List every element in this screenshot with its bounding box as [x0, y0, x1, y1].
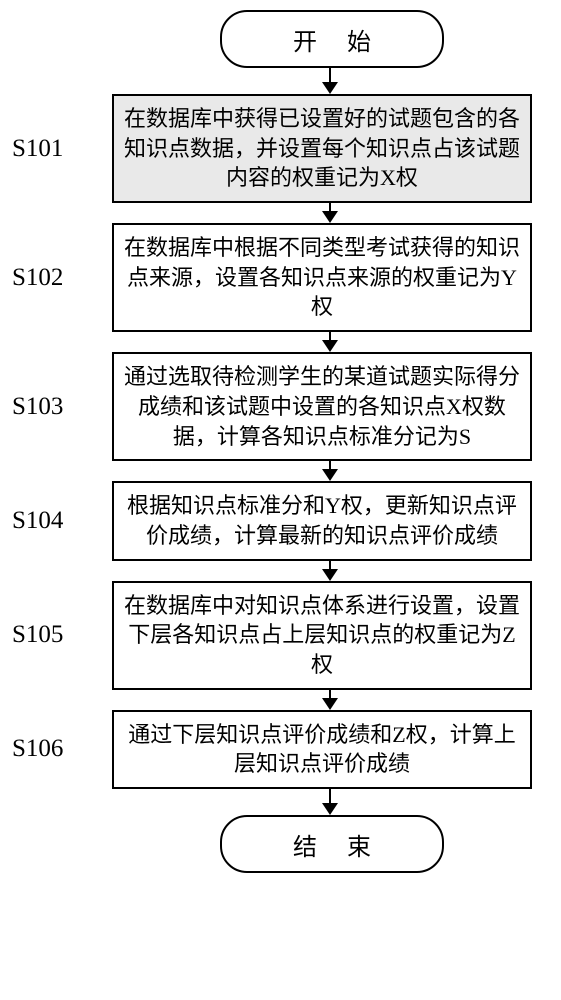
- step-row: S101 在数据库中获得已设置好的试题包含的各知识点数据，并设置每个知识点占该试…: [0, 94, 561, 203]
- step-box-s104: 根据知识点标准分和Y权，更新知识点评价成绩，计算最新的知识点评价成绩: [112, 481, 532, 560]
- flowchart-canvas: 开 始 S101 在数据库中获得已设置好的试题包含的各知识点数据，并设置每个知识…: [0, 0, 561, 1000]
- arrow-connector: [318, 332, 342, 352]
- terminator-start-label: 开 始: [281, 22, 383, 57]
- step-box-s106: 通过下层知识点评价成绩和Z权，计算上层知识点评价成绩: [112, 710, 532, 789]
- arrow-connector: [318, 461, 342, 481]
- step-row: S106 通过下层知识点评价成绩和Z权，计算上层知识点评价成绩: [0, 710, 561, 789]
- terminator-end-label: 结 束: [281, 827, 383, 862]
- arrow-connector: [318, 690, 342, 710]
- terminator-start: 开 始: [220, 10, 444, 68]
- step-id-s105: S105: [0, 621, 112, 649]
- step-id-s106: S106: [0, 735, 112, 763]
- terminator-end: 结 束: [220, 815, 444, 873]
- step-box-s102: 在数据库中根据不同类型考试获得的知识点来源，设置各知识点来源的权重记为Y权: [112, 223, 532, 332]
- step-id-s104: S104: [0, 507, 112, 535]
- arrow-connector: [318, 68, 342, 94]
- step-id-s103: S103: [0, 393, 112, 421]
- step-row: S104 根据知识点标准分和Y权，更新知识点评价成绩，计算最新的知识点评价成绩: [0, 481, 561, 560]
- arrow-connector: [318, 561, 342, 581]
- step-row: S105 在数据库中对知识点体系进行设置，设置下层各知识点占上层知识点的权重记为…: [0, 581, 561, 690]
- step-box-s105: 在数据库中对知识点体系进行设置，设置下层各知识点占上层知识点的权重记为Z权: [112, 581, 532, 690]
- arrow-connector: [318, 789, 342, 815]
- step-box-s103: 通过选取待检测学生的某道试题实际得分成绩和该试题中设置的各知识点X权数据，计算各…: [112, 352, 532, 461]
- step-box-s101: 在数据库中获得已设置好的试题包含的各知识点数据，并设置每个知识点占该试题内容的权…: [112, 94, 532, 203]
- step-row: S102 在数据库中根据不同类型考试获得的知识点来源，设置各知识点来源的权重记为…: [0, 223, 561, 332]
- step-id-s102: S102: [0, 264, 112, 292]
- arrow-connector: [318, 203, 342, 223]
- step-row: S103 通过选取待检测学生的某道试题实际得分成绩和该试题中设置的各知识点X权数…: [0, 352, 561, 461]
- step-id-s101: S101: [0, 135, 112, 163]
